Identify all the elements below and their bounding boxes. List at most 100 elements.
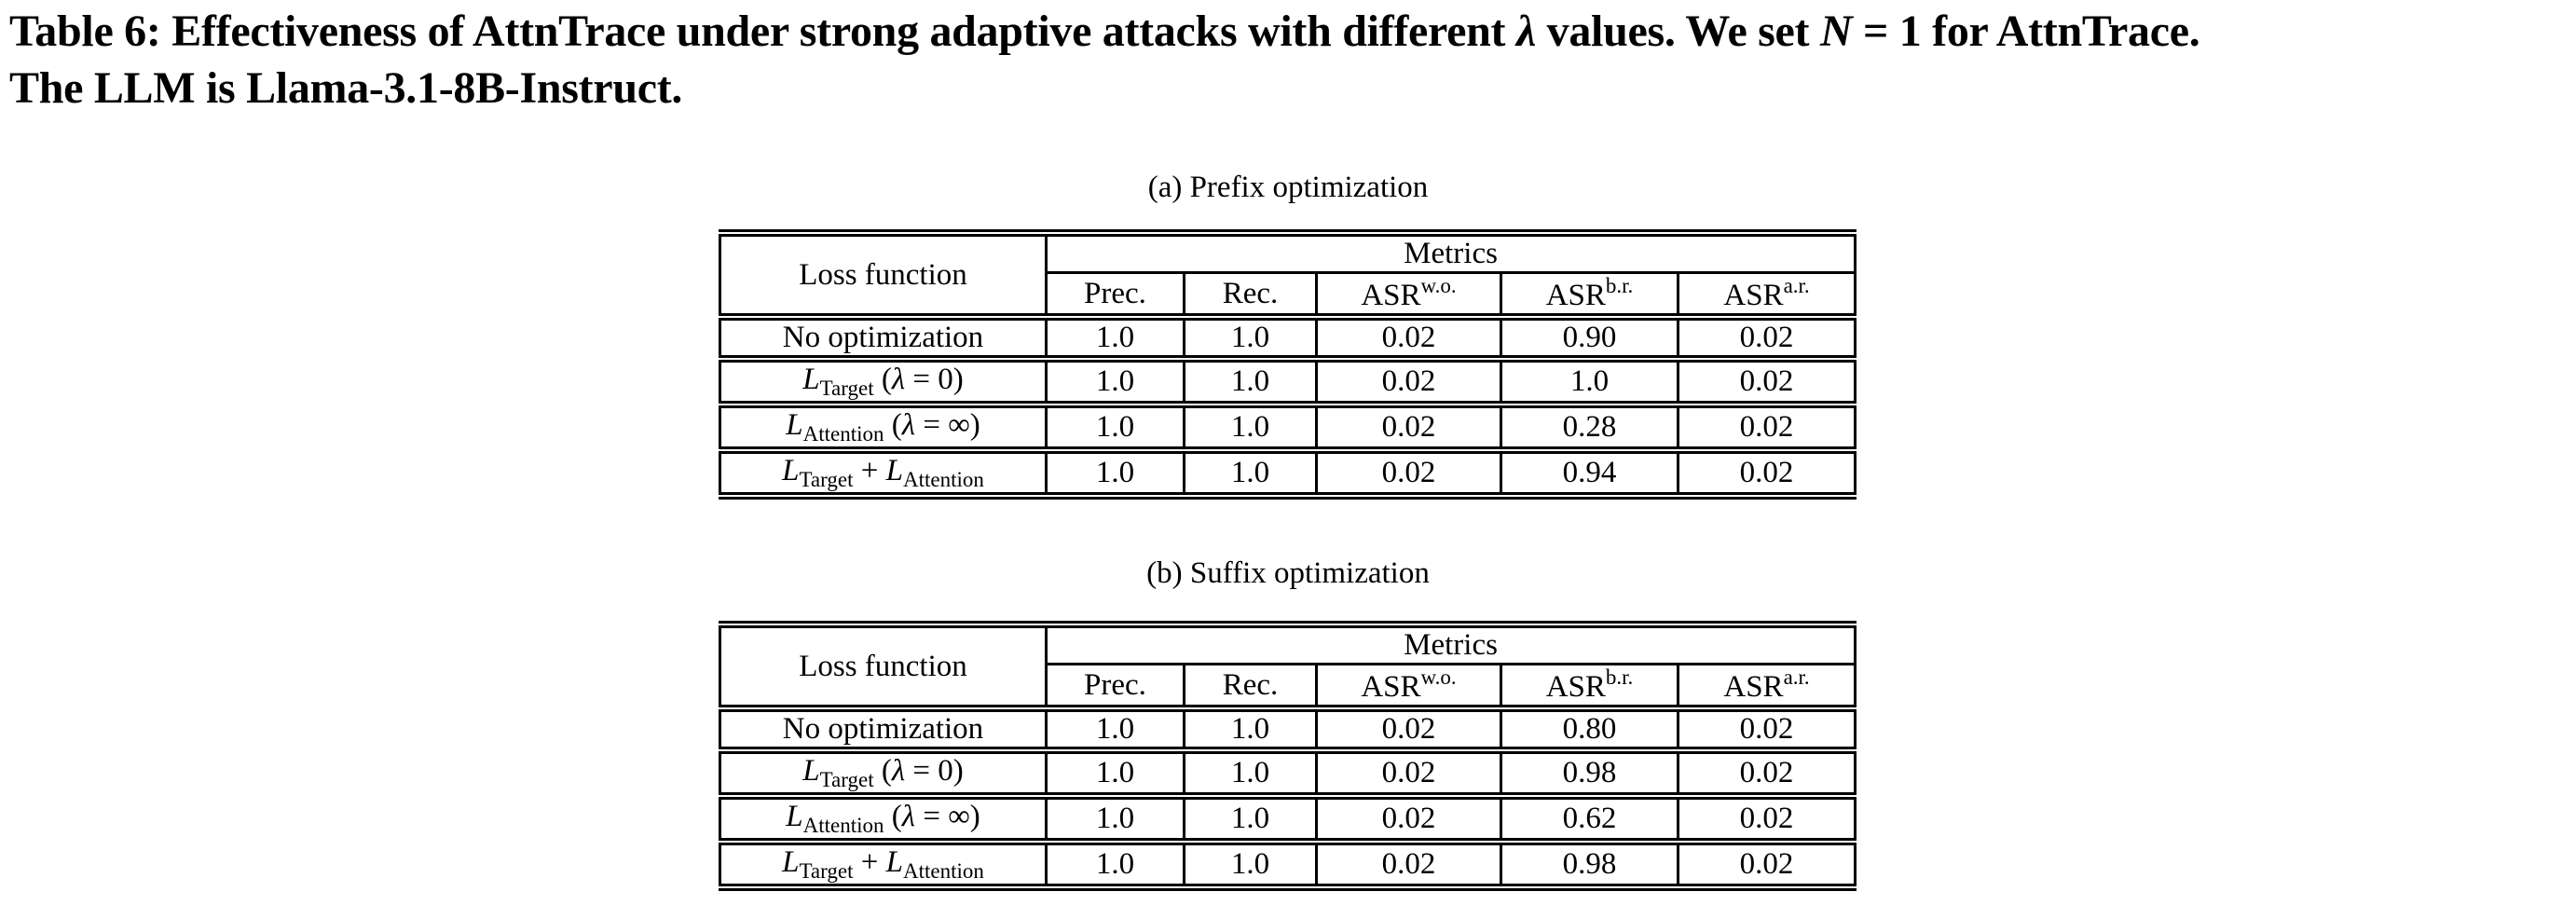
metric-value: 1.0 [1183,315,1318,361]
loss-function-label: No optimization [719,706,1048,752]
col-header-rec: Rec. [1183,271,1318,319]
superscript: b.r. [1605,274,1634,297]
loss-function-label: LTarget (λ = 0) [719,748,1048,798]
table-row: LTarget (λ = 0) 1.0 1.0 0.02 0.98 0.02 [719,748,1857,798]
superscript: b.r. [1605,665,1634,689]
subscript: Target [819,377,874,400]
metric-value: 0.02 [1676,448,1857,498]
metric-value: 1.0 [1045,403,1185,452]
lambda-symbol: λ [901,408,916,442]
metric-value: 0.28 [1500,403,1679,452]
metric-value: 0.02 [1315,448,1502,498]
header-row-metrics: Loss function Metrics [719,231,1857,319]
header-row-subcolumns: Prec. Rec. ASRw.o. ASRb.r. ASRa.r. [720,271,1857,319]
superscript: a.r. [1783,665,1810,689]
title-text: = 1 for AttnTrace. [1852,7,2200,56]
metric-value: 1.0 [1045,748,1185,798]
metric-value: 1.0 [1183,748,1318,798]
subscript: Attention [902,859,984,883]
metric-value: 0.62 [1500,794,1679,844]
metric-value: 0.02 [1676,794,1857,844]
loss-function-label: LAttention (λ = ∞) [719,794,1048,844]
subtable-a-caption: (a) Prefix optimization [1147,171,1429,204]
metric-value: 0.02 [1676,357,1857,406]
title-line-1: Table 6: Effectiveness of AttnTrace unde… [9,3,2200,60]
suffix-optimization-table: Loss function Metrics Prec. Rec. ASRw.o.… [719,621,1857,891]
n-variable: N [1819,7,1853,56]
col-header-asr-wo: ASRw.o. [1315,663,1502,710]
title-text: values. We set [1535,7,1820,56]
table-row: LTarget + LAttention 1.0 1.0 0.02 0.98 0… [719,840,1857,889]
subscript: Target [819,768,874,791]
table-row: LTarget + LAttention 1.0 1.0 0.02 0.94 0… [719,448,1857,498]
metric-value: 0.02 [1315,357,1502,406]
col-header-asr-br: ASRb.r. [1500,271,1679,319]
metric-value: 0.02 [1676,403,1857,452]
loss-function-label: LTarget + LAttention [719,840,1048,889]
header-row-metrics: Loss function Metrics [719,623,1857,710]
metric-value: 0.98 [1500,748,1679,798]
col-header-asr-ar: ASRa.r. [1676,663,1857,710]
metric-value: 1.0 [1045,315,1185,361]
page-title: Table 6: Effectiveness of AttnTrace unde… [9,3,2200,117]
metric-value: 1.0 [1183,357,1318,406]
loss-function-label: LTarget + LAttention [719,448,1048,498]
superscript: a.r. [1783,274,1810,297]
title-text: Table 6: Effectiveness of AttnTrace unde… [9,7,1516,56]
col-header-asr-ar: ASRa.r. [1676,271,1857,319]
col-header-prec: Prec. [1045,663,1185,710]
metric-value: 0.94 [1500,448,1679,498]
metrics-header: Metrics [1044,231,1857,274]
prefix-optimization-table: Loss function Metrics Prec. Rec. ASRw.o.… [719,229,1857,500]
loss-function-label: LTarget (λ = 0) [719,357,1048,406]
superscript: w.o. [1420,274,1457,297]
loss-function-label: LAttention (λ = ∞) [719,403,1048,452]
metric-value: 0.90 [1500,315,1679,361]
lambda-symbol: λ [891,363,906,396]
metric-value: 0.02 [1315,315,1502,361]
header-row-subcolumns: Prec. Rec. ASRw.o. ASRb.r. ASRa.r. [720,663,1857,710]
superscript: w.o. [1420,665,1457,689]
col-header-asr-wo: ASRw.o. [1315,271,1502,319]
col-header-prec: Prec. [1045,271,1185,319]
col-header-rec: Rec. [1183,663,1318,710]
metric-value: 1.0 [1500,357,1679,406]
title-line-2: The LLM is Llama-3.1-8B-Instruct. [9,63,683,113]
metric-value: 0.02 [1676,706,1857,752]
metric-value: 1.0 [1183,794,1318,844]
subscript: Attention [802,814,884,837]
loss-function-header: Loss function [719,231,1048,319]
subtable-b-caption: (b) Suffix optimization [1146,556,1430,590]
metric-value: 1.0 [1045,794,1185,844]
metric-value: 1.0 [1045,357,1185,406]
metric-value: 1.0 [1183,840,1318,889]
table-row: LTarget (λ = 0) 1.0 1.0 0.02 1.0 0.02 [719,357,1857,406]
metric-value: 1.0 [1183,403,1318,452]
metric-value: 0.02 [1315,403,1502,452]
table-row: No optimization 1.0 1.0 0.02 0.90 0.02 [719,315,1857,361]
subscript: Target [799,859,854,883]
metric-value: 1.0 [1045,448,1185,498]
metric-value: 1.0 [1045,706,1185,752]
subscript: Attention [802,422,884,446]
metric-value: 0.02 [1676,748,1857,798]
metric-value: 1.0 [1183,448,1318,498]
metric-value: 1.0 [1045,840,1185,889]
metric-value: 0.02 [1315,840,1502,889]
metric-value: 0.02 [1315,706,1502,752]
table-row: LAttention (λ = ∞) 1.0 1.0 0.02 0.62 0.0… [719,794,1857,844]
table-row: LAttention (λ = ∞) 1.0 1.0 0.02 0.28 0.0… [719,403,1857,452]
lambda-symbol: λ [901,800,916,833]
metric-value: 0.80 [1500,706,1679,752]
metric-value: 0.02 [1676,315,1857,361]
metric-value: 0.02 [1315,748,1502,798]
subscript: Target [799,468,854,491]
loss-function-label: No optimization [719,315,1048,361]
table-row: No optimization 1.0 1.0 0.02 0.80 0.02 [719,706,1857,752]
lambda-symbol: λ [1515,7,1536,56]
lambda-symbol: λ [891,754,906,788]
metric-value: 1.0 [1183,706,1318,752]
metrics-header: Metrics [1044,623,1857,665]
subscript: Attention [902,468,984,491]
col-header-asr-br: ASRb.r. [1500,663,1679,710]
